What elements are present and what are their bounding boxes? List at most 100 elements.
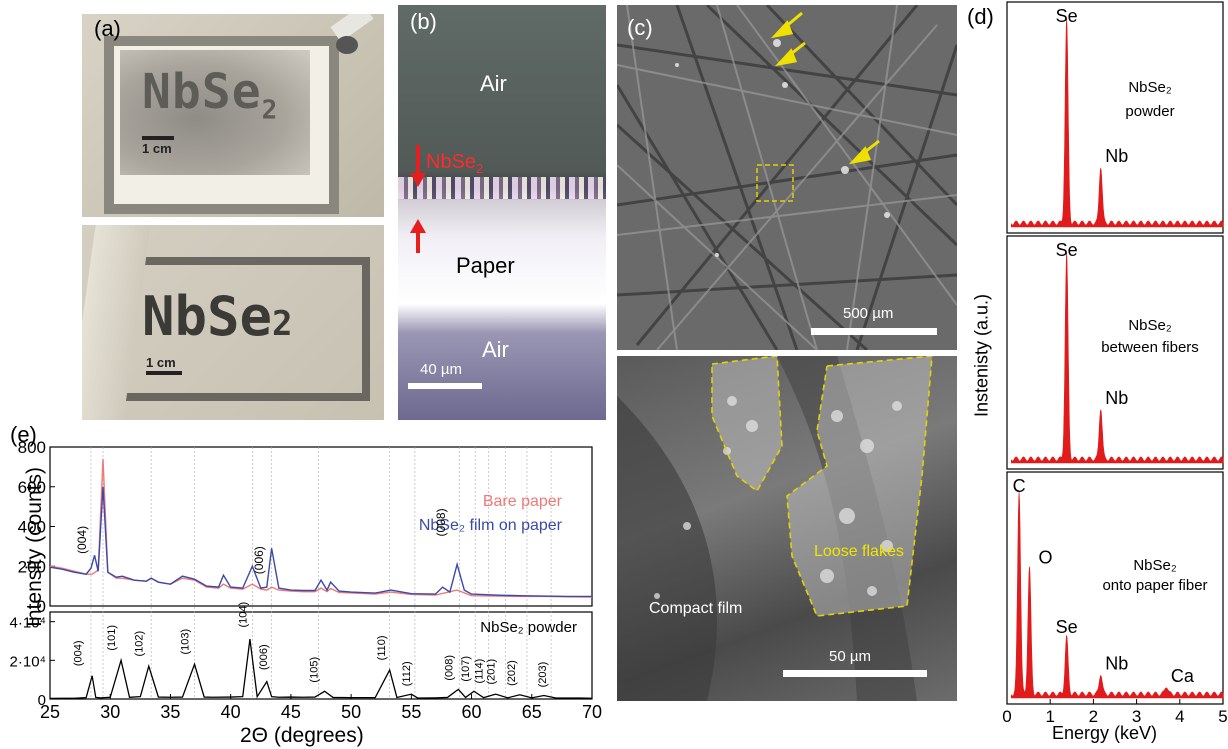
panel-e-xlabel: 2Θ (degrees) bbox=[240, 724, 364, 747]
eds-peak-label-2-2: Se bbox=[1056, 617, 1078, 637]
eds-xtick-label-5: 5 bbox=[1218, 707, 1227, 726]
eds-frame-2 bbox=[1006, 471, 1224, 705]
eds-xtick-label-1: 1 bbox=[1045, 707, 1054, 726]
panel-c-label: (c) bbox=[627, 15, 653, 40]
panel-c-zoom-box bbox=[756, 164, 794, 202]
panel-c-bottom-sem: Loose flakes Compact film 50 µm bbox=[617, 356, 957, 701]
xrd-bottom-annotation-14: (203) bbox=[537, 662, 549, 688]
eds-peak-label-0-0: Se bbox=[1056, 6, 1078, 26]
xrd-bottom-annotation-12: (201) bbox=[485, 659, 497, 685]
eds-title-2-1: between fibers bbox=[1101, 339, 1199, 356]
xrd-top-ytick-label-4: 800 bbox=[18, 438, 46, 457]
panel-d-xlabel: Energy (keV) bbox=[1052, 723, 1158, 743]
panel-a-top-photo: NbSe2 1 cm (a) bbox=[82, 14, 384, 217]
panel-c-loose-label: Loose flakes bbox=[814, 543, 904, 560]
panel-c-compact-label: Compact film bbox=[649, 600, 743, 617]
eds-xtick-label-0: 0 bbox=[1002, 707, 1011, 726]
xrd-xtick-label-3: 40 bbox=[221, 702, 241, 722]
xrd-top-annotation-0: (004) bbox=[75, 526, 89, 554]
xrd-bottom-legend-0: NbSe₂ powder bbox=[480, 619, 577, 636]
xrd-xtick-label-1: 30 bbox=[100, 702, 120, 722]
panel-b-scalebar bbox=[408, 383, 482, 389]
xrd-xtick-label-6: 55 bbox=[401, 702, 421, 722]
xrd-top-ytick-label-3: 600 bbox=[18, 478, 46, 497]
panel-b-paper: Paper bbox=[456, 253, 515, 278]
xrd-top-annotation-2: (008) bbox=[434, 508, 448, 536]
xrd-xtick-label-0: 25 bbox=[40, 702, 60, 722]
xrd-bottom-frame bbox=[49, 611, 593, 700]
panel-d-chart: Se Nb NbSe₂ powder Se Nb NbSe₂ between fibers C O… bbox=[1002, 1, 1228, 726]
panel-b-scale: 40 µm bbox=[420, 361, 462, 378]
xrd-bottom-ytick-label-2: 4·10⁴ bbox=[10, 615, 46, 632]
xrd-xtick-label-5: 50 bbox=[341, 702, 361, 722]
panel-a-bottom-photo: NbSe2 1 cm bbox=[82, 225, 384, 420]
eds-xtick-label-2: 2 bbox=[1089, 707, 1098, 726]
xrd-bottom-annotation-11: (114) bbox=[473, 659, 485, 684]
eds-title-2-2: onto paper fiber bbox=[1102, 577, 1207, 594]
eds-xtick-label-4: 4 bbox=[1175, 707, 1184, 726]
xrd-top-ytick-label-1: 200 bbox=[18, 557, 46, 576]
eds-xtick-label-3: 3 bbox=[1132, 707, 1141, 726]
panel-e-chart: 0 200 400 600 800 0 2·10⁴ 4·10⁴ 25 30 35 40 45 50 55 60… bbox=[10, 438, 602, 722]
xrd-bottom-ytick-label-1: 2·10⁴ bbox=[10, 653, 46, 670]
xrd-bottom-series-0 bbox=[49, 638, 593, 700]
xrd-bottom-annotation-1: (101) bbox=[106, 625, 118, 651]
panel-c-top-scale: 500 µm bbox=[843, 305, 894, 322]
eds-title-1-1: NbSe₂ bbox=[1128, 317, 1172, 334]
panel-a-top-scale: 1 cm bbox=[142, 136, 174, 156]
eds-spectrum-2 bbox=[1010, 491, 1224, 699]
eds-frame-0 bbox=[1006, 1, 1224, 234]
panel-c-top-fibers bbox=[617, 5, 957, 350]
panel-b-air-top: Air bbox=[480, 71, 507, 96]
xrd-xtick-label-7: 60 bbox=[462, 702, 482, 722]
xrd-bottom-annotation-5: (006) bbox=[258, 644, 270, 670]
xrd-xtick-label-8: 65 bbox=[522, 702, 542, 722]
eds-title-1-0: NbSe₂ bbox=[1128, 79, 1172, 96]
eds-title-2-0: powder bbox=[1125, 103, 1174, 120]
panel-a-top-stencil: NbSe2 bbox=[142, 64, 279, 126]
panel-b-air-bottom: Air bbox=[482, 337, 509, 362]
xrd-legend-0: Bare paper bbox=[483, 493, 563, 510]
xrd-top-series-1 bbox=[49, 486, 592, 598]
eds-peak-label-2-1: O bbox=[1038, 548, 1052, 568]
eds-peak-label-1-1: Nb bbox=[1105, 388, 1128, 408]
panel-e-label: (e) bbox=[10, 422, 37, 447]
panel-a-bottom-scale: 1 cm bbox=[146, 355, 182, 375]
xrd-xtick-label-4: 45 bbox=[281, 702, 301, 722]
panel-c-bottom-scale: 50 µm bbox=[829, 648, 871, 665]
panel-c-arrows bbox=[770, 11, 880, 165]
eds-peak-label-1-0: Se bbox=[1056, 240, 1078, 260]
panel-c-region-right bbox=[786, 356, 933, 617]
eds-peak-label-2-0: C bbox=[1013, 476, 1026, 496]
eds-peak-label-0-1: Nb bbox=[1105, 146, 1128, 166]
xrd-bottom-annotation-6: (105) bbox=[308, 657, 320, 683]
xrd-bottom-ytick-label-0: 0 bbox=[38, 692, 46, 709]
xrd-top-ytick-label-0: 0 bbox=[37, 597, 46, 616]
panel-a-label: (a) bbox=[94, 16, 121, 41]
xrd-xtick-label-9: 70 bbox=[582, 702, 602, 722]
xrd-bottom-annotation-8: (112) bbox=[401, 661, 413, 686]
panel-d-ylabel: Instenisty (a.u.) bbox=[971, 293, 992, 418]
eds-peak-label-2-3: Nb bbox=[1105, 654, 1128, 674]
panel-c-top-sem: (c) 500 µm bbox=[617, 5, 957, 350]
xrd-bottom-annotation-2: (102) bbox=[134, 631, 146, 657]
panel-c-bottom-texture bbox=[617, 356, 933, 701]
panel-c-bottom-scalebar bbox=[783, 670, 927, 677]
eds-peak-label-2-4: Ca bbox=[1171, 666, 1195, 686]
panel-a-bottom-stencil: NbSe2 bbox=[142, 285, 293, 348]
xrd-bottom-annotation-3: (103) bbox=[180, 629, 192, 655]
xrd-bottom-annotation-9: (008) bbox=[443, 655, 455, 681]
eds-frame-1 bbox=[1006, 235, 1224, 470]
eds-spectrum-1 bbox=[1010, 252, 1224, 464]
panel-c-top-scalebar bbox=[811, 328, 937, 335]
xrd-bottom-annotation-0: (004) bbox=[72, 640, 84, 666]
eds-spectrum-0 bbox=[1010, 18, 1224, 228]
panel-d-label: (d) bbox=[967, 4, 994, 29]
xrd-xtick-label-2: 35 bbox=[160, 702, 180, 722]
xrd-bottom-annotation-7: (110) bbox=[376, 635, 388, 660]
panel-b-micrograph: (b) Air NbSe2 Paper Air 40 µm bbox=[398, 5, 606, 420]
xrd-top-ytick-label-2: 400 bbox=[18, 518, 46, 537]
xrd-bottom-annotation-10: (107) bbox=[460, 656, 472, 682]
xrd-legend-1: NbSe₂ film on paper bbox=[419, 517, 563, 534]
panel-b-arrows bbox=[410, 145, 426, 253]
